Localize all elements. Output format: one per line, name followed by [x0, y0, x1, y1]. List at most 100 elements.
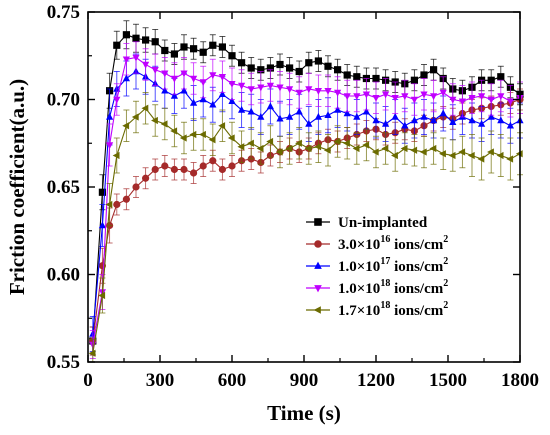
data-point [353, 112, 361, 120]
data-point [304, 144, 312, 153]
data-point [391, 95, 399, 102]
data-point [122, 31, 130, 39]
data-point [487, 96, 495, 104]
data-point [209, 72, 217, 80]
y-tick-label: 0.70 [47, 90, 80, 111]
data-point [314, 88, 322, 95]
x-tick-label: 1800 [501, 370, 539, 391]
y-axis-title: Friction coefficient(a.u.) [5, 79, 29, 295]
data-point [305, 119, 313, 127]
data-point [228, 162, 236, 170]
data-point [449, 96, 457, 104]
data-point [295, 139, 302, 147]
data-point [314, 143, 322, 151]
data-point [266, 64, 274, 72]
data-point [439, 109, 447, 117]
x-tick-label: 300 [146, 370, 175, 391]
data-point [352, 144, 360, 153]
data-point [142, 36, 150, 44]
data-point [410, 96, 418, 104]
series-line [92, 98, 521, 342]
data-point [324, 62, 332, 70]
data-point [151, 116, 158, 125]
legend-label: Un-implanted [338, 215, 428, 231]
data-point [190, 45, 198, 53]
data-point [98, 188, 106, 196]
data-point [343, 71, 351, 79]
series-line [92, 34, 521, 342]
series-5 [88, 92, 523, 363]
data-point [419, 148, 427, 156]
data-point [467, 151, 475, 160]
y-tick-label: 0.65 [47, 177, 80, 198]
data-point [180, 70, 188, 78]
data-point [122, 56, 130, 64]
data-point [170, 75, 178, 83]
data-point [430, 66, 438, 74]
data-point [276, 114, 284, 122]
x-tick-label: 900 [290, 370, 319, 391]
data-point [98, 221, 106, 229]
data-point [410, 146, 418, 154]
data-point [228, 97, 236, 104]
x-axis-title: Time (s) [267, 401, 341, 425]
y-tick-label: 0.75 [47, 2, 80, 23]
data-point [161, 86, 169, 94]
data-point [286, 86, 294, 94]
series-line [92, 56, 521, 345]
data-point [401, 93, 409, 101]
data-point [151, 67, 159, 74]
legend-item: 1.0×1018 ions/cm2 [306, 278, 448, 297]
data-point [305, 86, 313, 94]
axes: 0 300 600 900 1200 1500 1800 0.55 0.60 0.65 0.70 0.… [47, 2, 539, 391]
series-line [92, 70, 521, 335]
data-point [218, 122, 226, 130]
data-point [305, 59, 313, 67]
data-point [247, 86, 255, 94]
data-point [372, 116, 380, 124]
series-line [92, 107, 521, 354]
data-point [257, 112, 265, 120]
data-point [429, 144, 437, 153]
data-point [286, 112, 294, 120]
data-point [142, 61, 150, 69]
data-point [295, 89, 303, 97]
data-point [410, 76, 418, 84]
data-point [343, 139, 350, 147]
data-point [160, 120, 168, 128]
data-point [497, 73, 505, 81]
data-point [382, 91, 390, 99]
data-point [410, 116, 418, 124]
data-point [362, 141, 370, 149]
data-point [238, 105, 246, 113]
data-point [238, 82, 246, 90]
data-point [334, 89, 342, 97]
data-point [190, 169, 198, 177]
data-point [295, 107, 303, 115]
data-point [131, 113, 139, 121]
data-point [353, 73, 361, 81]
legend-label: 1.7×1018 ions/cm2 [338, 300, 448, 319]
data-point [343, 93, 351, 101]
data-point [372, 74, 380, 83]
legend-label: 1.0×1017 ions/cm2 [338, 256, 448, 275]
legend-marker [314, 261, 322, 269]
data-point [285, 144, 293, 153]
data-point [391, 112, 399, 120]
data-point [142, 174, 150, 182]
data-point [190, 75, 198, 83]
data-point [487, 76, 495, 84]
data-point [314, 112, 322, 120]
data-point [276, 84, 284, 92]
data-point [113, 200, 121, 209]
data-point [449, 118, 457, 125]
y-tick-label: 0.55 [47, 352, 80, 373]
data-point [132, 183, 140, 191]
legend-marker [314, 240, 322, 248]
data-point [218, 74, 226, 81]
data-point [275, 148, 283, 156]
legend-marker [313, 306, 321, 314]
data-point [458, 148, 466, 156]
data-point [382, 119, 390, 127]
data-point [478, 119, 486, 127]
